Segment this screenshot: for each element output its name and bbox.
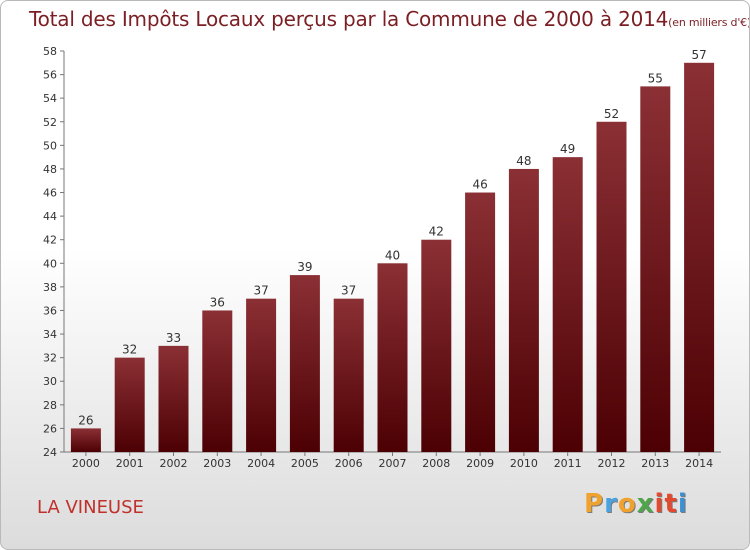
logo-letter: i <box>677 489 688 519</box>
chart-title-unit: (en milliers d'€) <box>668 16 750 29</box>
data-label: 33 <box>166 331 181 345</box>
logo-letter: t <box>664 489 678 519</box>
y-tick-label: 52 <box>43 116 57 129</box>
y-tick-label: 36 <box>43 304 57 317</box>
bar <box>333 298 364 452</box>
data-label: 37 <box>341 284 356 298</box>
bar <box>158 345 189 452</box>
bar <box>202 310 233 452</box>
data-label: 32 <box>122 343 137 357</box>
bar <box>377 263 408 452</box>
x-tick-label: 2006 <box>335 457 363 470</box>
commune-name: LA VINEUSE <box>37 497 144 518</box>
data-label: 55 <box>648 71 663 85</box>
chart-title-main: Total des Impôts Locaux perçus par la Co… <box>29 7 669 31</box>
logo-letter: i <box>654 489 665 519</box>
y-tick-label: 54 <box>43 92 57 105</box>
data-label: 49 <box>560 142 575 156</box>
y-tick-label: 38 <box>43 281 57 294</box>
y-tick-label: 46 <box>43 187 57 200</box>
y-tick-label: 44 <box>43 210 57 223</box>
x-tick-label: 2013 <box>641 457 669 470</box>
bar <box>508 168 539 453</box>
data-label: 46 <box>472 178 487 192</box>
y-tick-label: 28 <box>43 399 57 412</box>
bar <box>596 121 627 452</box>
data-label: 36 <box>210 295 225 309</box>
bar <box>684 62 715 452</box>
y-tick-label: 24 <box>43 446 57 459</box>
data-label: 40 <box>385 248 400 262</box>
data-label: 57 <box>691 48 706 62</box>
x-tick-label: 2007 <box>379 457 407 470</box>
y-tick-label: 34 <box>43 328 57 341</box>
x-tick-label: 2008 <box>422 457 450 470</box>
y-tick-label: 56 <box>43 69 57 82</box>
bar <box>640 86 671 452</box>
x-tick-label: 2003 <box>203 457 231 470</box>
bar <box>289 275 320 452</box>
bar <box>246 298 277 452</box>
chart-title: Total des Impôts Locaux perçus par la Co… <box>29 7 750 31</box>
bar <box>552 157 583 452</box>
y-tick-label: 50 <box>43 139 57 152</box>
data-label: 52 <box>604 107 619 121</box>
x-tick-label: 2000 <box>72 457 100 470</box>
bar <box>70 428 101 452</box>
logo-letter: x <box>636 489 655 519</box>
logo-letter: P <box>584 489 605 519</box>
x-tick-label: 2001 <box>116 457 144 470</box>
bar <box>421 239 452 452</box>
x-tick-label: 2002 <box>160 457 188 470</box>
logo-letter: r <box>604 489 618 519</box>
y-tick-label: 42 <box>43 234 57 247</box>
x-tick-label: 2012 <box>598 457 626 470</box>
x-tick-label: 2009 <box>466 457 494 470</box>
x-tick-label: 2005 <box>291 457 319 470</box>
y-tick-label: 32 <box>43 352 57 365</box>
x-tick-label: 2004 <box>247 457 275 470</box>
data-label: 48 <box>516 154 531 168</box>
data-label: 26 <box>78 413 93 427</box>
y-tick-label: 40 <box>43 257 57 270</box>
proxiti-logo: Proxiti <box>584 489 688 519</box>
bar <box>114 357 145 452</box>
data-label: 39 <box>297 260 312 274</box>
bar <box>465 192 496 452</box>
y-tick-label: 58 <box>43 45 57 58</box>
y-tick-label: 26 <box>43 422 57 435</box>
x-tick-label: 2014 <box>685 457 713 470</box>
y-tick-label: 48 <box>43 163 57 176</box>
x-tick-label: 2011 <box>554 457 582 470</box>
data-label: 42 <box>429 225 444 239</box>
x-tick-label: 2010 <box>510 457 538 470</box>
y-tick-label: 30 <box>43 375 57 388</box>
logo-letter: o <box>617 489 637 519</box>
data-label: 37 <box>253 284 268 298</box>
